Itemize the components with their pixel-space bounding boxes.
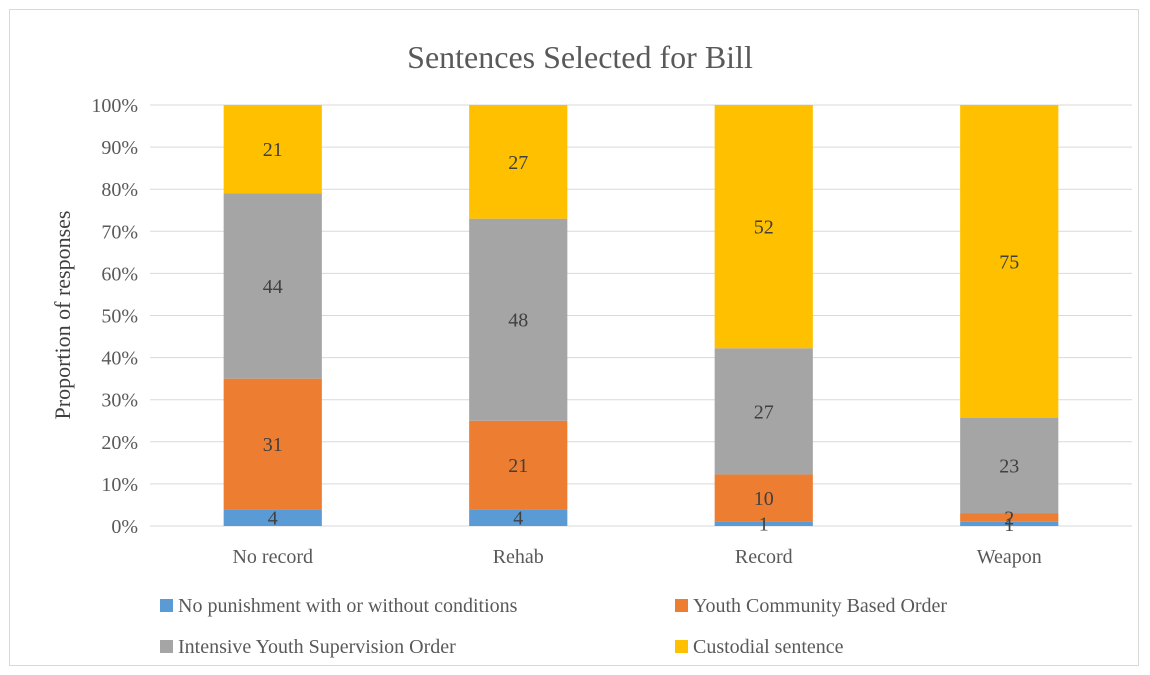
y-axis-title: Proportion of responses (50, 211, 75, 420)
bar-segment (960, 513, 1059, 522)
data-label: 2 (1004, 508, 1014, 530)
legend-item: Custodial sentence (675, 636, 844, 658)
bar-segment (960, 105, 1059, 418)
data-label: 21 (263, 139, 283, 161)
legend-item: No punishment with or without conditions (160, 595, 518, 617)
y-tick-label: 70% (101, 221, 138, 243)
y-tick-label: 100% (91, 95, 138, 117)
bar-segment (469, 509, 568, 526)
legend-swatch (160, 599, 173, 612)
legend-swatch (675, 599, 688, 612)
data-label: 27 (754, 401, 774, 423)
bar-segment (960, 417, 1059, 514)
x-tick-label: Record (735, 546, 793, 568)
legend-swatch (160, 640, 173, 653)
bar-segment (223, 509, 322, 526)
legend-swatch (675, 640, 688, 653)
y-tick-label: 20% (101, 432, 138, 454)
bar-segment (469, 420, 568, 510)
data-label: 48 (508, 310, 528, 332)
data-label: 21 (508, 455, 528, 477)
data-label: 4 (513, 508, 523, 530)
chart-title: Sentences Selected for Bill (407, 39, 753, 75)
data-label: 27 (508, 152, 528, 174)
bar-segment (223, 378, 322, 510)
bar-segment (960, 521, 1059, 526)
legend-item: Intensive Youth Supervision Order (160, 636, 456, 658)
data-label: 31 (263, 434, 283, 456)
bar-segment (469, 218, 568, 421)
legend: No punishment with or without conditions… (160, 595, 947, 658)
bar-segment (714, 105, 813, 349)
y-tick-label: 10% (101, 474, 138, 496)
legend-item: Youth Community Based Order (675, 595, 947, 617)
data-label: 52 (754, 217, 774, 239)
data-label: 1 (1004, 514, 1014, 536)
x-tick-label: Rehab (493, 546, 544, 568)
bars (223, 105, 1059, 526)
y-tick-label: 80% (101, 179, 138, 201)
data-label: 1 (759, 514, 769, 536)
legend-label: Intensive Youth Supervision Order (178, 636, 456, 658)
y-tick-label: 30% (101, 390, 138, 412)
data-label: 4 (268, 508, 278, 530)
data-label: 44 (263, 276, 283, 298)
bar-segment (223, 105, 322, 194)
data-label: 10 (754, 488, 774, 510)
bar-segment (469, 105, 568, 219)
axes: 0% 10% 20% 30% 40% 50% 60% 70% 80% 90% 100% No reco… (91, 95, 1041, 568)
y-tick-label: 60% (101, 263, 138, 285)
bar-segment (714, 521, 813, 526)
chart-frame (9, 9, 1139, 666)
y-tick-label: 0% (111, 516, 138, 538)
y-tick-label: 90% (101, 137, 138, 159)
y-tick-label: 40% (101, 348, 138, 370)
data-label: 75 (999, 251, 1019, 273)
legend-label: No punishment with or without conditions (178, 595, 518, 617)
x-tick-label: Weapon (977, 546, 1042, 568)
y-tick-label: 50% (101, 306, 138, 328)
data-label: 23 (999, 456, 1019, 478)
legend-label: Custodial sentence (693, 636, 844, 658)
x-tick-label: No record (232, 546, 313, 568)
legend-label: Youth Community Based Order (693, 595, 947, 617)
bar-segment (714, 474, 813, 522)
bar-segment (714, 348, 813, 475)
bar-segment (223, 193, 322, 379)
